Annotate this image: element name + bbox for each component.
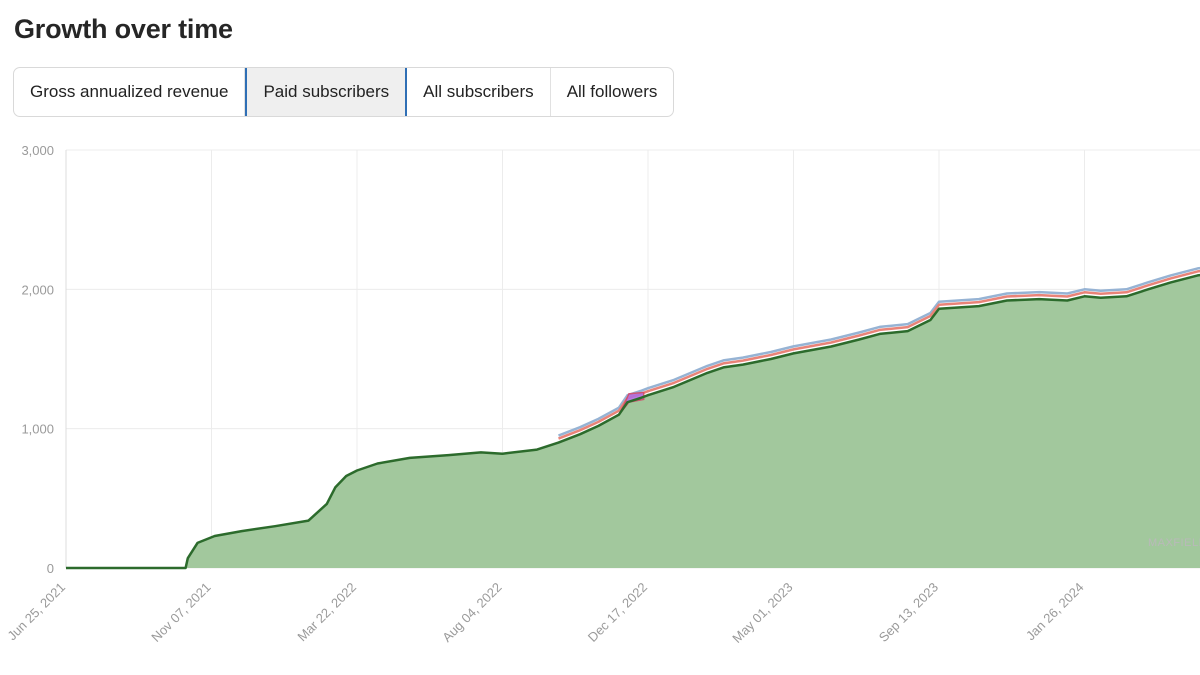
watermark-text: MAXFIELD [1148,537,1200,549]
x-tick-label: May 01, 2023 [729,580,795,646]
y-tick-label: 3,000 [21,143,54,158]
series-area [66,275,1200,568]
tab-gross-annualized-revenue[interactable]: Gross annualized revenue [14,68,246,116]
tab-paid-subscribers[interactable]: Paid subscribers [245,68,408,116]
tab-all-followers[interactable]: All followers [551,68,674,116]
tab-label: All subscribers [423,82,534,101]
tab-label: Paid subscribers [263,82,390,101]
metric-tabs: Gross annualized revenue Paid subscriber… [13,67,675,117]
x-tick-label: Sep 13, 2023 [876,580,941,645]
y-tick-label: 2,000 [21,282,54,297]
tab-label: All followers [566,82,658,101]
tab-label: Gross annualized revenue [30,82,229,101]
y-tick-label: 1,000 [21,422,54,437]
x-tick-label: Jun 25, 2021 [4,580,68,644]
tab-all-subscribers[interactable]: All subscribers [407,68,551,116]
x-tick-label: Nov 07, 2021 [148,580,213,645]
series-line [66,273,1200,570]
growth-chart: 0 1,000 2,000 3,000 Jun 25, 2021 Nov 07, 2021… [4,143,1200,646]
page-title: Growth over time [14,14,233,44]
x-tick-label: Dec 17, 2022 [585,580,650,645]
x-tick-label: Jan 26, 2024 [1023,580,1087,644]
x-tick-label: Aug 04, 2022 [439,580,504,645]
x-tick-label: Mar 22, 2022 [294,580,359,645]
y-tick-label: 0 [47,561,54,576]
